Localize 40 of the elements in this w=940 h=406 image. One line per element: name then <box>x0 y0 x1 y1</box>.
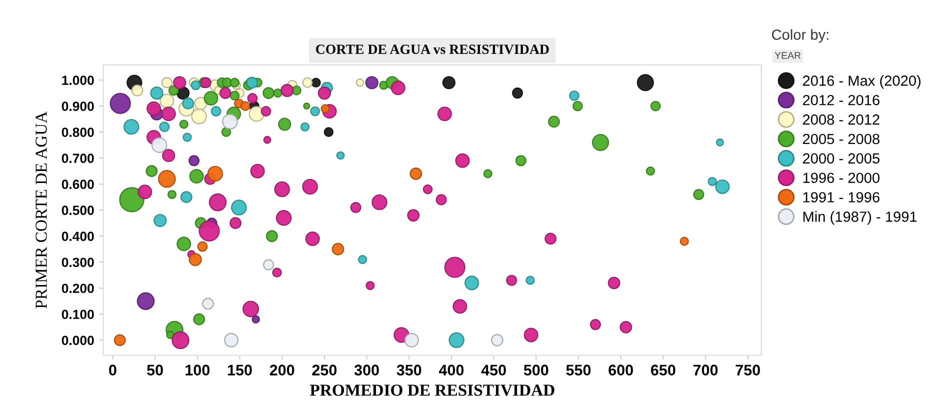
text: YEAR <box>774 52 801 59</box>
legend-title: Color by: <box>772 29 828 43</box>
x-tick-label: 400 <box>438 364 464 376</box>
x-tick-label: 100 <box>186 364 210 376</box>
legend-label: 2005 - 2008 <box>802 134 880 144</box>
chart-title: CORTE DE AGUA vs RESISTIVIDAD <box>316 44 549 54</box>
x-tick-label: 600 <box>608 364 633 376</box>
x-tick-label: 150 <box>228 364 252 376</box>
y-tick-label: 0.100 <box>62 310 94 320</box>
legend-label: Min (1987) - 1991 <box>803 211 917 225</box>
y-tick-label: 0.300 <box>62 258 94 268</box>
x-tick-label: 700 <box>693 364 718 376</box>
x-tick-label: 300 <box>354 364 379 376</box>
x-tick-label: 0 <box>109 364 116 376</box>
legend-label: 1991 - 1996 <box>803 192 880 202</box>
y-tick-label: 0.400 <box>62 232 94 242</box>
legend-label: 2008 - 2012 <box>802 114 880 125</box>
y-tick-label: 0.200 <box>62 284 94 294</box>
x-tick-label: 50 <box>147 364 163 376</box>
x-tick-label: 500 <box>524 364 548 376</box>
x-tick-label: 650 <box>650 364 676 376</box>
legend-label: 2016 - Max (2020) <box>802 75 920 89</box>
y-tick-label: 0.900 <box>62 102 94 111</box>
legend-label: 1996 - 2000 <box>803 172 880 184</box>
x-tick-label: 350 <box>396 364 422 376</box>
x-tick-label: 450 <box>481 364 506 376</box>
y-tick-label: 0.000 <box>62 336 94 346</box>
x-tick-label: 550 <box>566 364 591 376</box>
x-axis-title: PROMEDIO DE RESISTIVIDAD <box>310 384 554 396</box>
legend-label: 2012 - 2016 <box>802 94 880 106</box>
x-tick-label: 200 <box>270 364 294 376</box>
y-tick-label: 0.800 <box>62 128 94 137</box>
y-tick-label: 0.500 <box>62 206 94 216</box>
y-axis-title: PRIMER CORTE DE AGUA <box>36 111 47 308</box>
y-tick-label: 0.600 <box>62 180 94 190</box>
legend-label: 2000 - 2005 <box>802 153 880 164</box>
x-tick-label: 250 <box>312 364 337 376</box>
y-tick-label: 1.000 <box>62 76 94 85</box>
y-tick-label: 0.700 <box>62 154 94 163</box>
x-tick-label: 750 <box>736 364 760 376</box>
